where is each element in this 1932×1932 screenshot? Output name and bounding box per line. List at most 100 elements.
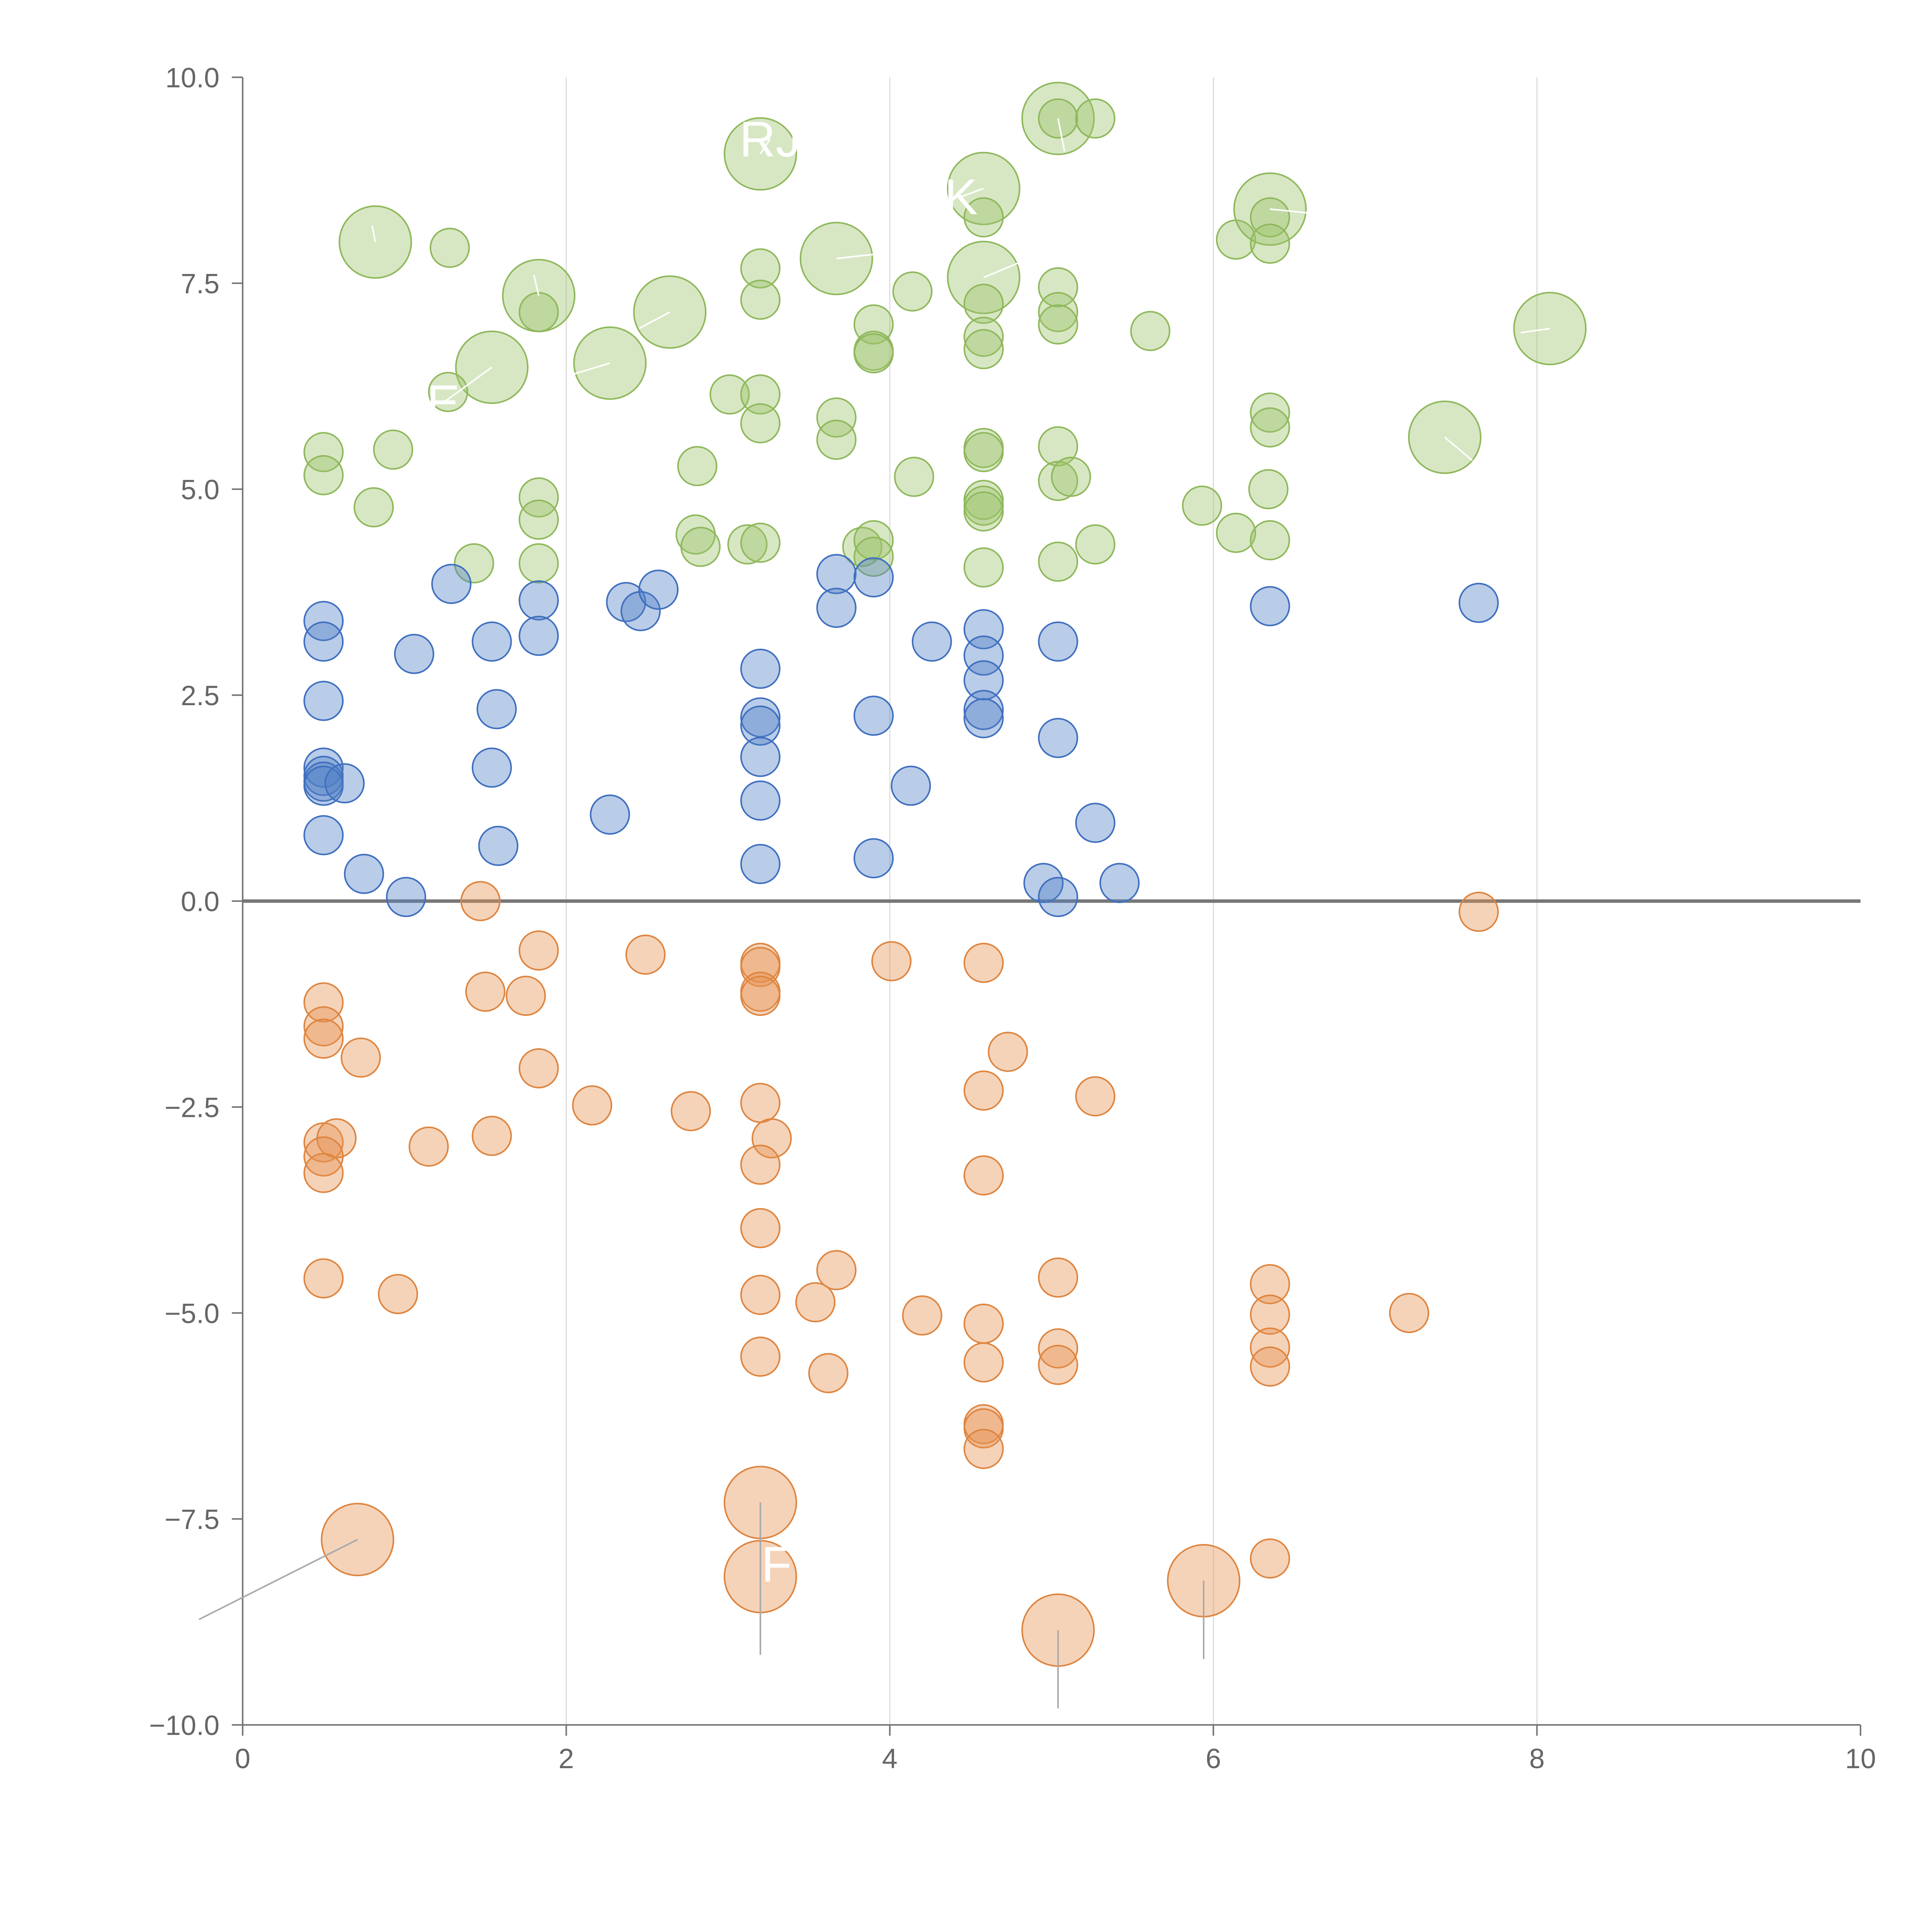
point-label: F <box>761 1536 792 1592</box>
orange-point <box>1250 1346 1290 1387</box>
orange-point <box>963 1342 1004 1383</box>
blue-point <box>303 680 344 721</box>
green-point <box>1038 267 1078 308</box>
green-point <box>963 284 1004 324</box>
orange-point <box>303 1136 344 1177</box>
leader-line <box>533 275 540 296</box>
blue-point <box>963 635 1004 676</box>
green-point <box>963 485 1004 526</box>
orange-point <box>1250 1294 1290 1335</box>
green-point <box>816 420 857 460</box>
axis-ticks: 0 2 4 6 8 10 −10.0 −7.5 −5.0 −2.5 0.0 2.5 5.0 7.5 10.0 <box>149 63 1876 1774</box>
orange-point <box>340 1037 381 1078</box>
blue-point <box>1458 583 1499 623</box>
leader-line <box>1520 328 1550 333</box>
green-point <box>963 329 1004 369</box>
orange-point <box>519 930 559 971</box>
orange-point <box>902 1295 942 1336</box>
x-tick-label: 0 <box>235 1743 250 1774</box>
green-point <box>354 487 394 527</box>
green-point <box>963 316 1004 357</box>
green-point <box>428 372 468 412</box>
green-point <box>740 279 781 320</box>
y-tick-label: 0.0 <box>181 886 219 917</box>
green-point <box>1075 98 1116 139</box>
blue-point <box>638 570 679 610</box>
green-point <box>303 432 344 473</box>
orange-point <box>871 941 912 981</box>
label-leader-line <box>760 138 771 155</box>
point-label: U <box>636 486 672 542</box>
green-point <box>740 248 781 289</box>
blue-point <box>740 697 781 738</box>
green-point <box>1248 469 1289 509</box>
green-point <box>963 547 1004 588</box>
blue-point <box>740 736 781 777</box>
point-label: RJ <box>740 111 801 167</box>
blue-point <box>853 838 894 879</box>
orange-point <box>303 982 344 1023</box>
orange-point <box>378 1274 418 1314</box>
green-point <box>1051 457 1091 497</box>
blue-point <box>816 588 857 628</box>
green-point <box>963 432 1004 473</box>
green-point <box>680 527 721 567</box>
green-point <box>816 397 857 438</box>
green-point <box>853 333 894 374</box>
data-points <box>303 82 1587 1667</box>
green-point <box>892 271 933 312</box>
orange-point <box>740 947 781 987</box>
orange-point <box>303 1258 344 1299</box>
leader-line <box>574 362 611 375</box>
green-point <box>429 228 470 268</box>
green-point <box>1250 520 1290 561</box>
green-point <box>373 429 413 470</box>
leader-line <box>1444 437 1473 461</box>
green-point <box>853 520 894 561</box>
green-point <box>853 536 894 577</box>
green-point <box>1038 541 1078 582</box>
y-tick-label: −5.0 <box>165 1298 219 1329</box>
y-tick-label: −10.0 <box>149 1710 219 1741</box>
blue-point <box>1075 803 1116 843</box>
orange-point <box>1389 1293 1429 1333</box>
green-point <box>727 524 768 565</box>
green-point <box>1075 524 1116 565</box>
orange-point <box>1250 1538 1290 1579</box>
x-tick-label: 4 <box>882 1743 898 1774</box>
green-point <box>1216 512 1256 553</box>
orange-point <box>740 1208 781 1248</box>
blue-point <box>1099 863 1140 903</box>
x-tick-label: 6 <box>1206 1743 1221 1774</box>
orange-point <box>303 1006 344 1047</box>
orange-point <box>752 1118 792 1159</box>
orange-point <box>740 1336 781 1377</box>
orange-point <box>408 1126 449 1167</box>
blue-point <box>471 747 512 788</box>
green-point <box>1182 485 1222 526</box>
green-point <box>1038 304 1078 345</box>
green-point <box>519 477 559 518</box>
orange-point <box>1458 891 1499 932</box>
blue-point <box>303 765 344 806</box>
blue-point <box>478 826 519 866</box>
blue-point <box>303 815 344 855</box>
orange-point <box>303 1019 344 1059</box>
orange-point <box>460 881 501 921</box>
blue-point <box>853 696 894 736</box>
leader-line <box>1270 208 1311 214</box>
orange-point <box>1038 1328 1078 1369</box>
orange-point <box>1038 1257 1078 1298</box>
orange-point <box>625 934 666 975</box>
green-point <box>1250 392 1290 433</box>
y-tick-label: 7.5 <box>181 269 219 299</box>
orange-point <box>303 1153 344 1193</box>
orange-point <box>471 1116 512 1156</box>
leader-line <box>983 262 1020 278</box>
green-point <box>519 543 559 583</box>
blue-point <box>963 690 1004 730</box>
green-point <box>1250 407 1290 448</box>
green-point <box>519 499 559 540</box>
leader-line <box>836 253 874 260</box>
blue-point <box>740 780 781 821</box>
